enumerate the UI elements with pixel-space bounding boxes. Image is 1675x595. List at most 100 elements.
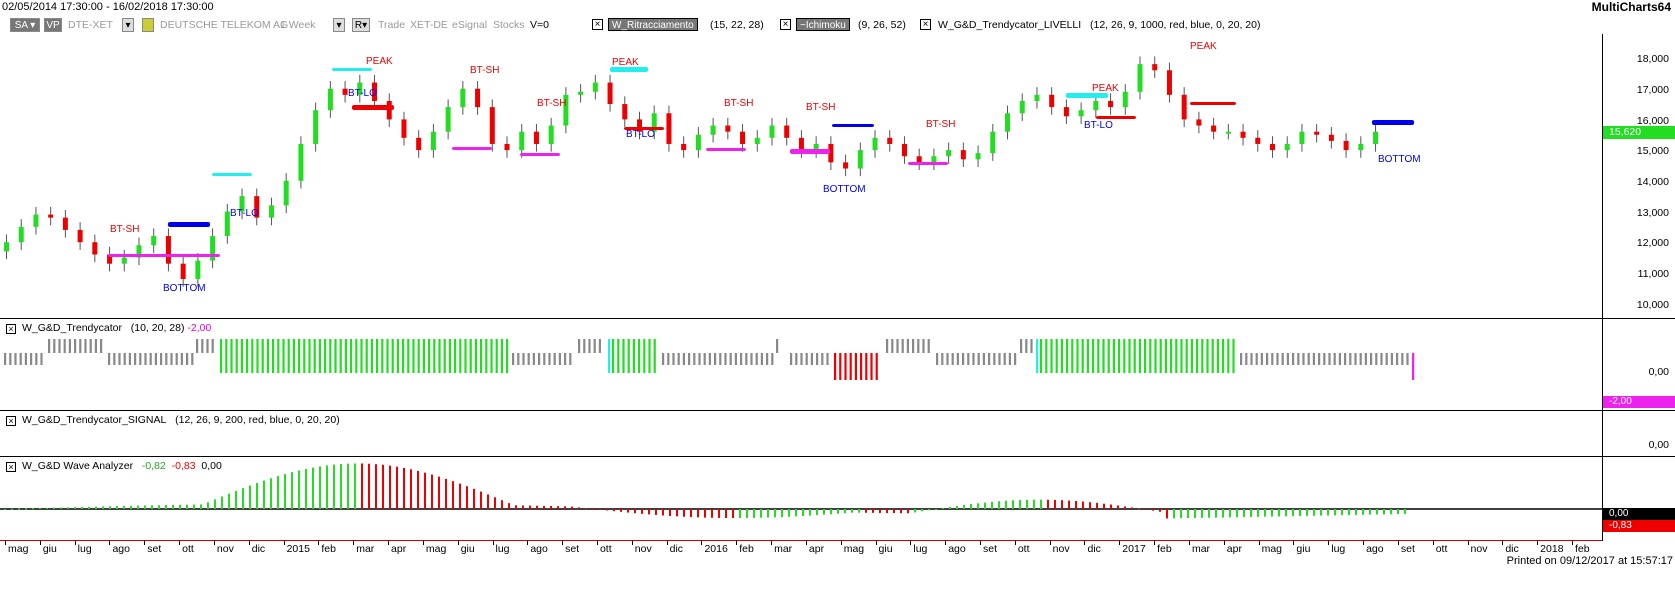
wave-bar xyxy=(599,509,601,510)
trendycator-bar xyxy=(469,339,472,373)
wave-scale[interactable]: 0,00 -0,83 xyxy=(1602,457,1675,541)
trendycator-value: -2,00 xyxy=(187,322,212,334)
trendycator-bar xyxy=(1008,353,1011,365)
wave-bar xyxy=(193,504,195,509)
wave-pane[interactable]: × W_G&D Wave Analyzer -0,82 -0,83 0,00 xyxy=(0,457,1602,541)
wave-bar xyxy=(179,504,181,509)
trendycator-pane[interactable]: × W_G&D_Trendycator (10, 20, 28) -2,00 xyxy=(0,319,1602,411)
color-button[interactable] xyxy=(142,18,154,32)
trendycator-bar xyxy=(849,353,852,380)
trendycator-bar xyxy=(1344,353,1347,365)
trendycator-bar xyxy=(139,353,142,365)
close-study-1-icon[interactable]: × xyxy=(592,19,603,30)
study-1-name[interactable]: W_Ritracciamento xyxy=(608,18,698,31)
trendycator-bar xyxy=(653,339,656,373)
wave-bar xyxy=(571,506,573,509)
wave-bar xyxy=(333,464,335,509)
signal-pane[interactable]: × W_G&D_Trendycator_SIGNAL (12, 26, 9, 20… xyxy=(0,411,1602,457)
trendycator-bar xyxy=(391,339,394,373)
signal-scale[interactable]: 0,00 xyxy=(1602,411,1675,457)
x-tick-label: apr xyxy=(391,543,407,555)
trendycator-bar xyxy=(698,353,701,365)
sa-button[interactable]: SA ▾ xyxy=(10,18,40,32)
level-bar xyxy=(706,148,746,151)
trendycator-bar xyxy=(79,339,82,353)
wave-bar xyxy=(186,504,188,509)
wave-bar xyxy=(970,504,972,509)
trendycator-bar xyxy=(165,353,168,365)
signal-label: × W_G&D_Trendycator_SIGNAL (12, 26, 9, 20… xyxy=(6,414,340,426)
wave-bar xyxy=(424,472,426,509)
wave-bar xyxy=(1061,500,1063,509)
signal-params: (12, 26, 9, 200, red, blue, 0, 20, 20) xyxy=(175,414,340,426)
symbol-dropdown[interactable]: ▾ xyxy=(122,18,134,32)
x-tick-label: 2015 xyxy=(286,543,310,555)
wave-bar xyxy=(221,496,223,509)
study-3-name[interactable]: W_G&D_Trendycator_LIVELLI xyxy=(938,19,1082,31)
vp-button[interactable]: VP xyxy=(44,18,62,32)
x-tick-label: nov xyxy=(634,543,652,555)
trendycator-bar xyxy=(355,339,358,373)
signal-annotation: BOTTOM xyxy=(163,283,206,294)
close-study-3-icon[interactable]: × xyxy=(920,19,931,30)
period-dropdown[interactable]: ▾ xyxy=(333,18,345,32)
candle-body xyxy=(578,91,584,95)
trendycator-bar xyxy=(766,353,769,365)
close-signal-icon[interactable]: × xyxy=(6,416,16,426)
price-pane[interactable]: BT-SH BOTTOM BT-LO PEAK BT-LO BT-SH BT-SH PEAK B… xyxy=(0,34,1602,319)
trendycator-bar xyxy=(277,339,280,373)
trendycator-bar xyxy=(1185,339,1188,373)
candle-body xyxy=(313,110,319,144)
price-scale[interactable]: 18,000 17,000 16,000 15,000 14,000 13,00… xyxy=(1602,34,1675,319)
level-bar xyxy=(610,67,648,72)
wave-bar xyxy=(1040,499,1042,509)
close-trendycator-icon[interactable]: × xyxy=(6,324,16,334)
candle-body xyxy=(1373,131,1379,144)
wave-bar xyxy=(914,509,916,513)
x-tick-mark xyxy=(596,541,598,545)
wave-bar xyxy=(1131,507,1133,509)
trendycator-scale[interactable]: 0,00 -2,00 xyxy=(1602,319,1675,411)
wave-bar xyxy=(718,509,720,518)
trendycator-bar xyxy=(708,353,711,365)
trendycator-bar xyxy=(1128,339,1131,373)
trendycator-bar xyxy=(1030,339,1033,353)
x-tick-mark xyxy=(666,541,668,545)
trendycator-bar xyxy=(506,339,509,373)
wave-bar xyxy=(151,505,153,509)
wave-v1: -0,82 xyxy=(141,460,166,472)
level-bar xyxy=(832,124,874,127)
trendycator-bar xyxy=(936,353,939,365)
wave-bar xyxy=(1404,509,1406,514)
study-3-params: (12, 26, 9, 1000, red, blue, 0, 20, 20) xyxy=(1090,19,1261,31)
close-wave-icon[interactable]: × xyxy=(6,462,16,472)
candle-body xyxy=(18,226,24,243)
close-study-2-icon[interactable]: × xyxy=(780,19,791,30)
wave-bar xyxy=(928,509,930,511)
x-tick-label: set xyxy=(1400,543,1415,555)
candle-body xyxy=(460,88,466,108)
x-tick-label: dic xyxy=(251,543,266,555)
x-tick-label: ago xyxy=(112,543,130,555)
wave-bar xyxy=(725,509,727,519)
trendycator-bar xyxy=(282,339,285,373)
trendycator-bar xyxy=(118,353,121,365)
candle-body xyxy=(666,113,672,144)
time-axis[interactable]: mag giu lug ago set ott nov dic 2015 feb mar apr mag… xyxy=(0,540,1602,557)
wave-bar xyxy=(494,497,496,509)
wave-bar xyxy=(536,505,538,509)
trendycator-bar xyxy=(89,339,92,353)
wave-bar xyxy=(564,506,566,509)
trendycator-bar xyxy=(993,353,996,365)
study-2-name[interactable]: ~Ichimoku xyxy=(796,18,850,31)
x-tick-mark xyxy=(283,541,285,545)
x-tick-mark xyxy=(318,541,320,545)
candle-body xyxy=(1137,64,1143,92)
wave-bar xyxy=(858,509,860,513)
x-tick-label: nov xyxy=(1470,543,1488,555)
trendycator-bar xyxy=(693,353,696,365)
x-tick-label: mag xyxy=(425,543,447,555)
r-button[interactable]: R▾ xyxy=(352,18,370,32)
x-tick-mark xyxy=(492,541,494,545)
x-tick-label: feb xyxy=(321,543,336,555)
